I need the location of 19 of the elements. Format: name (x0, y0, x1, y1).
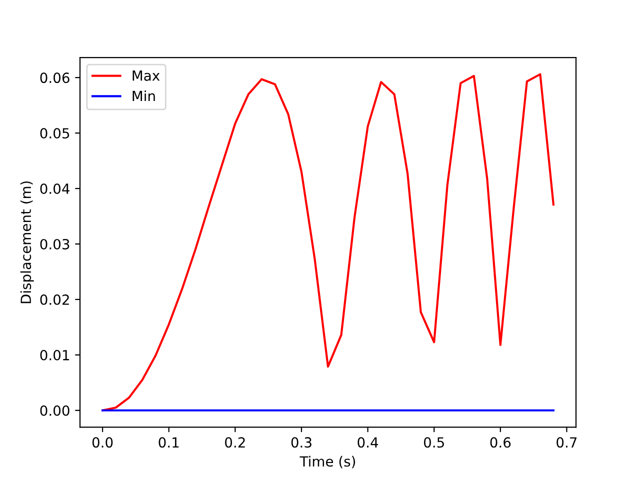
legend-label: Max (132, 70, 160, 81)
y-tick-label: 0.00 (40, 405, 70, 416)
y-tick-label: 0.06 (40, 72, 70, 84)
y-tick-label: 0.03 (40, 238, 70, 250)
y-tick-label: 0.05 (40, 128, 70, 139)
x-axis-title: Time (s) (300, 456, 356, 468)
y-tick-label: 0.02 (40, 294, 69, 305)
x-tick-label: 0.2 (225, 437, 245, 448)
y-tick-label: 0.04 (40, 183, 70, 194)
x-tick-label: 0.1 (158, 437, 179, 448)
x-tick-label: 0.6 (490, 437, 511, 448)
x-tick-label: 0.5 (424, 437, 444, 448)
legend-label: Min (132, 90, 155, 102)
x-tick-label: 0.4 (358, 437, 378, 448)
x-tick-label: 0.0 (92, 437, 113, 448)
x-tick-label: 0.7 (556, 437, 577, 448)
y-axis-title: Displacement (m) (20, 181, 34, 304)
x-tick-label: 0.3 (291, 437, 312, 448)
y-tick-label: 0.01 (40, 350, 69, 360)
